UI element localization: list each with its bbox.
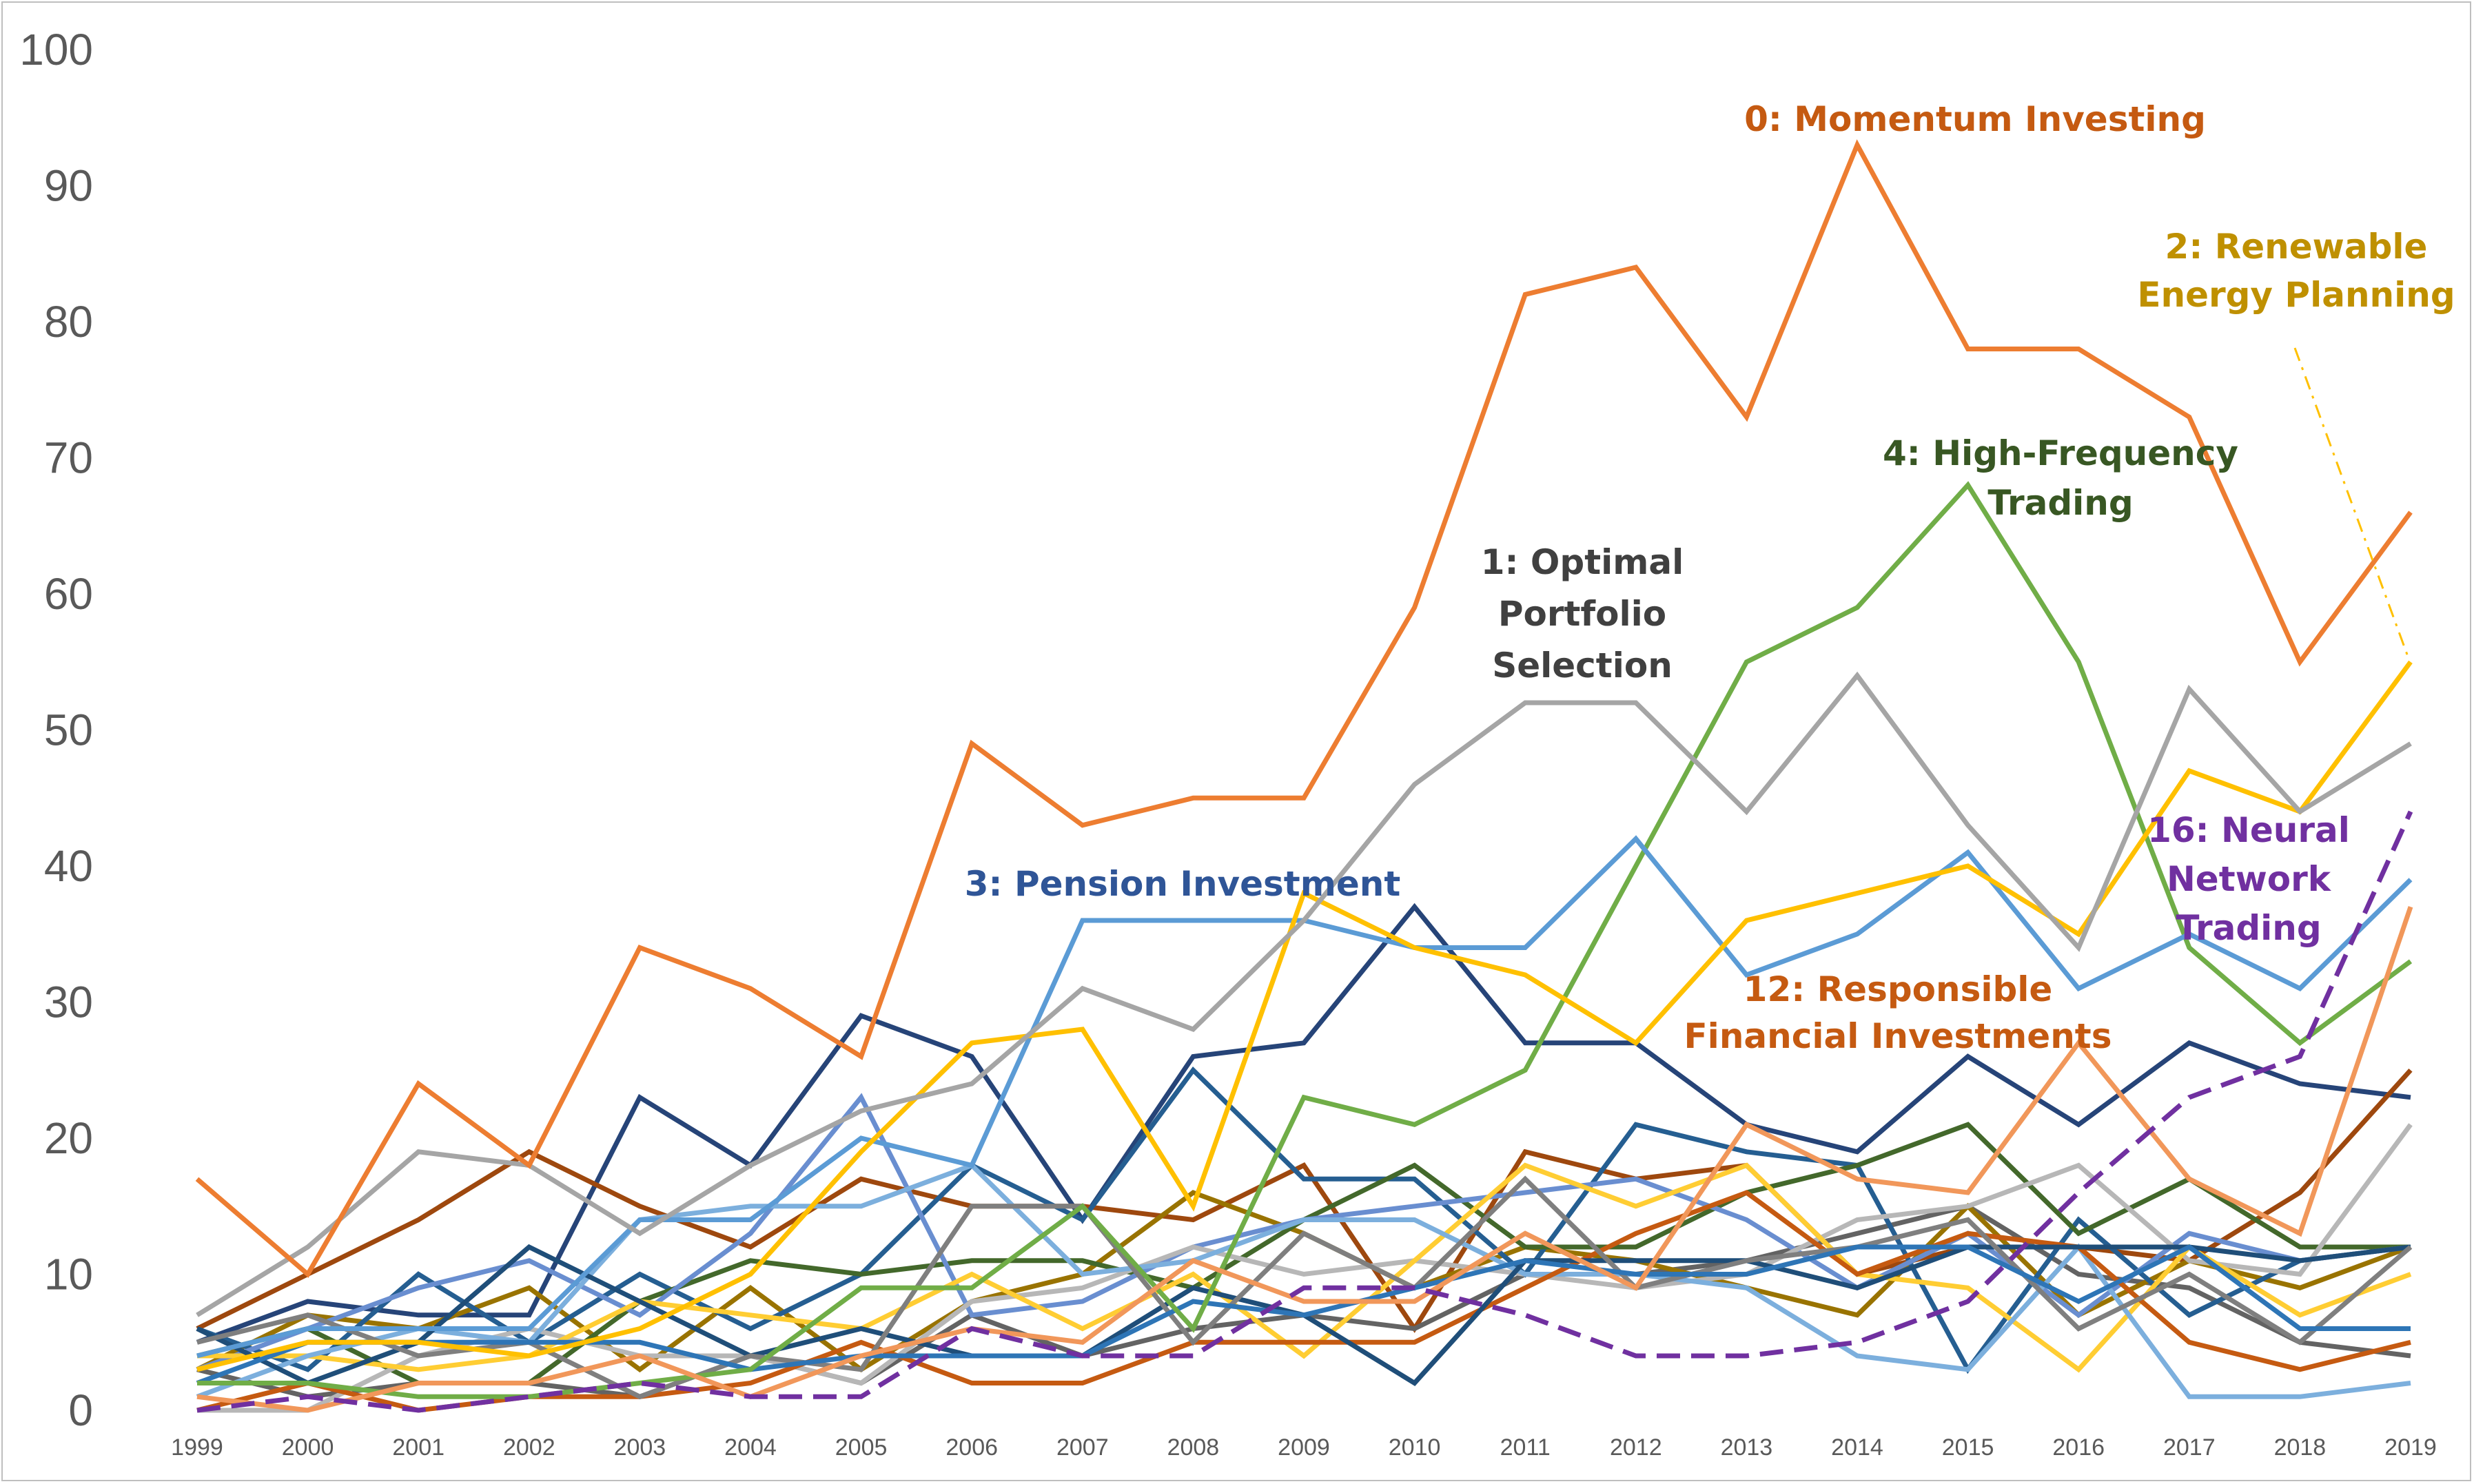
series-annotations: 0: Momentum Investing 1: Optimal Portfolio… <box>965 99 2455 1056</box>
x-axis-ticks: 1999 2000 2001 2002 2003 2004 2005 2006 2007 2008… <box>171 1434 2437 1461</box>
x-tick-label: 2014 <box>1831 1434 1883 1461</box>
x-tick-label: 2002 <box>503 1434 555 1461</box>
series-line-19 <box>196 1175 2413 1400</box>
annotation-leaders <box>2293 347 2409 657</box>
y-tick-label: 70 <box>44 433 93 483</box>
annotation-label: 12: Responsible Financial Investments <box>1684 969 2112 1056</box>
x-tick-label: 2018 <box>2274 1434 2327 1461</box>
series-line-12 <box>196 906 2413 1413</box>
x-tick-label: 2006 <box>945 1434 998 1461</box>
annotation-label: 1: Optimal Portfolio Selection <box>1481 542 1684 686</box>
y-tick-label: 20 <box>44 1113 93 1163</box>
annotation-label: 16: Neural Network Trading <box>2147 810 2350 948</box>
x-tick-label: 2000 <box>282 1434 334 1461</box>
x-tick-label: 2016 <box>2052 1434 2105 1461</box>
x-tick-label: 2015 <box>1942 1434 1994 1461</box>
x-tick-label: 2005 <box>835 1434 888 1461</box>
y-tick-label: 30 <box>44 978 93 1027</box>
x-tick-label: 2004 <box>724 1434 777 1461</box>
series-line-2 <box>196 660 2413 1372</box>
y-tick-label: 80 <box>44 297 93 347</box>
annotation-label: 4: High-Frequency Trading <box>1883 433 2238 523</box>
series-line-0 <box>195 139 2413 1278</box>
x-tick-label: 2008 <box>1167 1434 1220 1461</box>
series-line-9 <box>196 1066 2411 1374</box>
y-tick-label: 40 <box>44 841 93 891</box>
x-tick-label: 2012 <box>1610 1434 1662 1461</box>
x-tick-label: 2007 <box>1056 1434 1109 1461</box>
series-line-15 <box>196 1162 2411 1399</box>
x-tick-label: 2003 <box>614 1434 666 1461</box>
y-tick-label: 100 <box>19 25 93 74</box>
series-lines <box>195 139 2413 1413</box>
renewable-leader-line <box>2293 347 2409 657</box>
series-line-14 <box>197 1162 2412 1373</box>
y-tick-label: 50 <box>44 705 93 755</box>
y-tick-label: 0 <box>68 1385 93 1435</box>
series-line-16 <box>196 810 2413 1413</box>
series-line-20 <box>196 1244 2411 1385</box>
y-axis-ticks: 0 10 20 30 40 50 60 70 80 90 100 <box>19 25 93 1435</box>
x-tick-label: 2013 <box>1721 1434 1773 1461</box>
series-line-17 <box>196 1190 2411 1413</box>
x-tick-label: 2001 <box>392 1434 444 1461</box>
x-tick-label: 1999 <box>171 1434 223 1461</box>
x-tick-label: 2011 <box>1500 1434 1551 1461</box>
x-tick-label: 2017 <box>2163 1434 2216 1461</box>
x-tick-label: 2019 <box>2384 1434 2437 1461</box>
x-tick-label: 2009 <box>1278 1434 1330 1461</box>
y-tick-label: 90 <box>44 161 93 211</box>
series-line-1 <box>196 671 2412 1317</box>
annotation-label: 0: Momentum Investing <box>1744 99 2206 139</box>
y-tick-label: 60 <box>44 569 93 619</box>
annotation-label: 3: Pension Investment <box>965 864 1400 904</box>
series-line-4 <box>197 481 2413 1399</box>
x-tick-label: 2010 <box>1389 1434 1441 1461</box>
y-tick-label: 10 <box>44 1250 93 1299</box>
annotation-label: 2: Renewable Energy Planning <box>2137 227 2455 315</box>
series-line-5 <box>196 903 2411 1345</box>
